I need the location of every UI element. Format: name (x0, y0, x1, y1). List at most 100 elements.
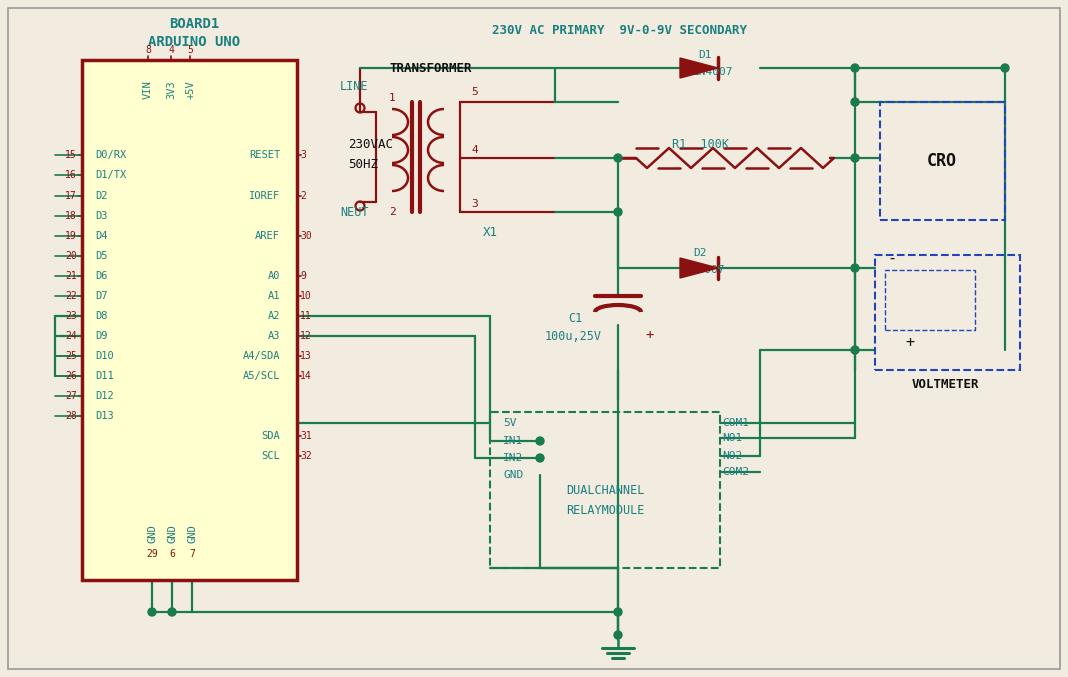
Text: 24: 24 (65, 331, 77, 341)
Text: D8: D8 (95, 311, 108, 321)
Text: 10: 10 (300, 291, 312, 301)
Circle shape (851, 264, 859, 272)
Text: 5: 5 (472, 87, 478, 97)
Text: 7: 7 (189, 549, 195, 559)
Text: 3: 3 (472, 199, 478, 209)
Text: 14: 14 (300, 371, 312, 381)
Text: 17: 17 (65, 191, 77, 201)
Text: D10: D10 (95, 351, 114, 361)
Text: 4: 4 (168, 45, 174, 55)
Text: 1N4007: 1N4007 (693, 67, 734, 77)
Text: 230V AC PRIMARY  9V-0-9V SECONDARY: 230V AC PRIMARY 9V-0-9V SECONDARY (492, 24, 748, 37)
Text: TRANSFORMER: TRANSFORMER (390, 62, 472, 74)
Text: SCL: SCL (262, 451, 280, 461)
Text: D1: D1 (698, 50, 711, 60)
Text: D13: D13 (95, 411, 114, 421)
Text: 18: 18 (65, 211, 77, 221)
Text: +5V: +5V (185, 81, 195, 100)
Text: A0: A0 (267, 271, 280, 281)
Text: 8: 8 (145, 45, 151, 55)
Text: 12: 12 (300, 331, 312, 341)
Text: D1/TX: D1/TX (95, 170, 126, 180)
Text: 4: 4 (472, 145, 478, 155)
Text: 5V: 5V (503, 418, 517, 428)
Text: A4/SDA: A4/SDA (242, 351, 280, 361)
Text: 11: 11 (300, 311, 312, 321)
Text: 100u,25V: 100u,25V (545, 330, 601, 343)
Text: ARDUINO UNO: ARDUINO UNO (148, 35, 240, 49)
Text: D2: D2 (95, 191, 108, 201)
Text: 19: 19 (65, 231, 77, 241)
Text: 22: 22 (65, 291, 77, 301)
Text: 3: 3 (300, 150, 305, 160)
Text: D6: D6 (95, 271, 108, 281)
Text: 32: 32 (300, 451, 312, 461)
Text: BOARD1: BOARD1 (169, 17, 219, 31)
Circle shape (614, 608, 622, 616)
Text: D9: D9 (95, 331, 108, 341)
Text: 26: 26 (65, 371, 77, 381)
Text: 16: 16 (65, 170, 77, 180)
Text: C1: C1 (568, 311, 582, 324)
Text: 2: 2 (389, 207, 395, 217)
Text: D0/RX: D0/RX (95, 150, 126, 160)
Text: D2: D2 (693, 248, 707, 258)
Text: 1: 1 (389, 93, 395, 103)
Text: +: + (646, 328, 655, 342)
Circle shape (536, 437, 544, 445)
Text: 3V3: 3V3 (166, 81, 176, 100)
Text: A1: A1 (267, 291, 280, 301)
Polygon shape (680, 58, 718, 78)
Text: VIN: VIN (143, 81, 153, 100)
Text: D12: D12 (95, 391, 114, 401)
Text: AREF: AREF (255, 231, 280, 241)
Text: IN2: IN2 (503, 453, 523, 463)
Text: VOLTMETER: VOLTMETER (911, 378, 978, 391)
Text: 28: 28 (65, 411, 77, 421)
Polygon shape (680, 258, 718, 278)
Circle shape (851, 154, 859, 162)
Circle shape (168, 608, 176, 616)
Text: D3: D3 (95, 211, 108, 221)
Text: 6: 6 (169, 549, 175, 559)
Text: GND: GND (503, 470, 523, 480)
Text: 230VAC: 230VAC (348, 137, 393, 150)
Text: RESET: RESET (249, 150, 280, 160)
Text: GND: GND (187, 525, 197, 544)
Text: 13: 13 (300, 351, 312, 361)
Circle shape (851, 64, 859, 72)
Text: 9: 9 (300, 271, 305, 281)
Circle shape (1001, 64, 1009, 72)
Text: 31: 31 (300, 431, 312, 441)
Text: GND: GND (147, 525, 157, 544)
Text: D7: D7 (95, 291, 108, 301)
Text: IN1: IN1 (503, 436, 523, 446)
Text: NEUT: NEUT (340, 206, 368, 219)
Text: 1N4007: 1N4007 (685, 265, 725, 275)
Text: A3: A3 (267, 331, 280, 341)
Text: NO2: NO2 (722, 451, 742, 461)
Text: NO1: NO1 (722, 433, 742, 443)
Text: COM1: COM1 (722, 418, 749, 428)
Text: 50HZ: 50HZ (348, 158, 378, 171)
Circle shape (614, 154, 622, 162)
Text: 20: 20 (65, 251, 77, 261)
Text: 2: 2 (300, 191, 305, 201)
Text: R1  100K: R1 100K (672, 139, 728, 152)
Text: 5: 5 (187, 45, 193, 55)
Text: D5: D5 (95, 251, 108, 261)
FancyBboxPatch shape (82, 60, 297, 580)
Text: 27: 27 (65, 391, 77, 401)
Text: X1: X1 (483, 225, 498, 238)
Text: 23: 23 (65, 311, 77, 321)
Text: CRO: CRO (927, 152, 957, 170)
Text: -: - (888, 250, 896, 265)
Circle shape (614, 631, 622, 639)
Circle shape (851, 98, 859, 106)
Text: RELAYMODULE: RELAYMODULE (566, 504, 644, 517)
Text: A2: A2 (267, 311, 280, 321)
Text: GND: GND (167, 525, 177, 544)
Circle shape (614, 208, 622, 216)
Circle shape (851, 346, 859, 354)
Text: 21: 21 (65, 271, 77, 281)
